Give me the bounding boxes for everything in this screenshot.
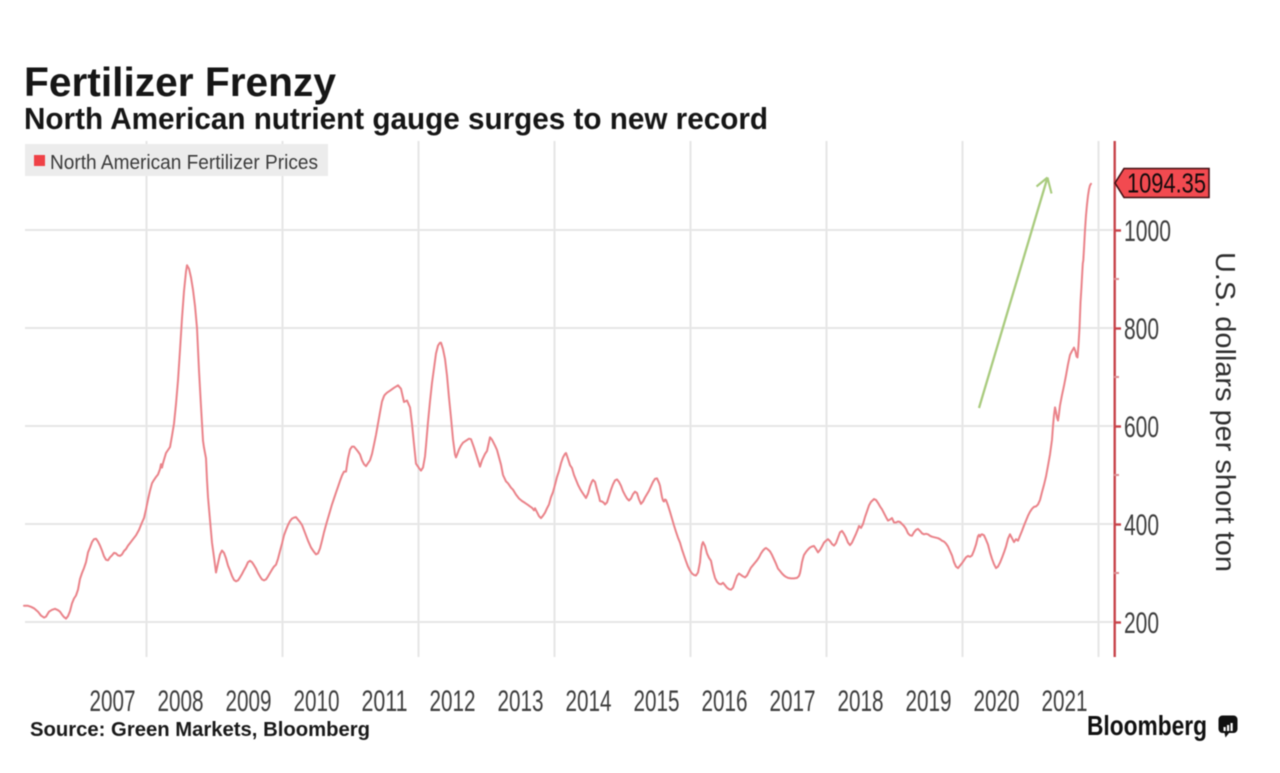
svg-text:2008: 2008 [158, 685, 204, 718]
svg-text:2012: 2012 [430, 685, 476, 718]
svg-text:600: 600 [1124, 411, 1159, 444]
svg-text:2019: 2019 [906, 685, 952, 718]
svg-text:2013: 2013 [498, 685, 544, 718]
svg-text:200: 200 [1124, 607, 1159, 640]
svg-text:U.S. dollars per short ton: U.S. dollars per short ton [1210, 252, 1241, 572]
svg-text:2011: 2011 [362, 685, 408, 718]
svg-text:1000: 1000 [1124, 215, 1171, 248]
svg-text:800: 800 [1124, 313, 1159, 346]
svg-text:2020: 2020 [974, 685, 1020, 718]
svg-text:400: 400 [1124, 509, 1159, 542]
svg-text:Fertilizer Frenzy: Fertilizer Frenzy [24, 59, 336, 105]
svg-text:2021: 2021 [1042, 685, 1088, 718]
svg-text:2009: 2009 [226, 685, 272, 718]
svg-text:1094.35: 1094.35 [1127, 168, 1206, 199]
svg-text:North American Fertilizer Pric: North American Fertilizer Prices [50, 152, 318, 174]
svg-text:2014: 2014 [566, 685, 612, 718]
svg-text:2010: 2010 [294, 685, 340, 718]
svg-text:2018: 2018 [838, 685, 884, 718]
svg-text:Source: Green Markets, Bloombe: Source: Green Markets, Bloomberg [30, 719, 370, 741]
svg-text:2016: 2016 [702, 685, 748, 718]
svg-text:2007: 2007 [90, 685, 136, 718]
svg-text:2015: 2015 [634, 685, 680, 718]
svg-text:Bloomberg: Bloomberg [1087, 710, 1207, 741]
svg-text:2017: 2017 [770, 685, 816, 718]
svg-text:North American nutrient gauge: North American nutrient gauge surges to … [24, 101, 768, 136]
